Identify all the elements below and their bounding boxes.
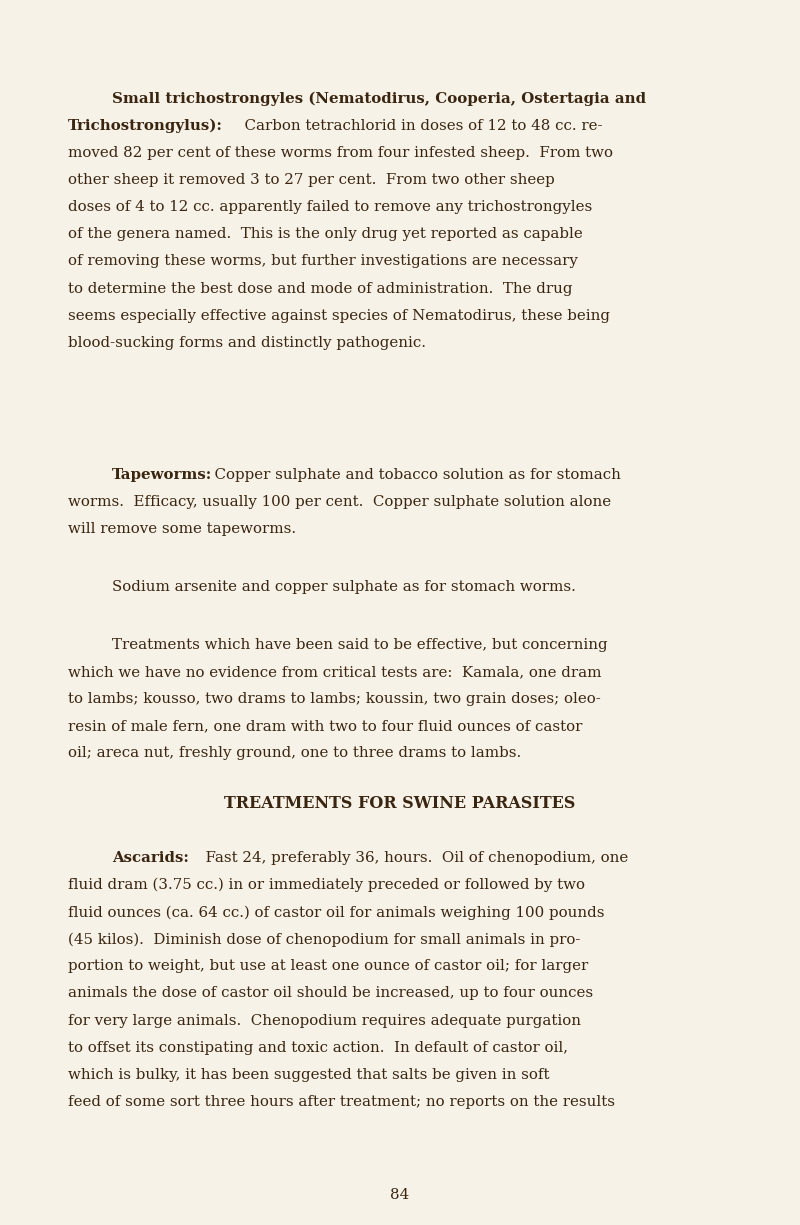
- Text: for very large animals.  Chenopodium requires adequate purgation: for very large animals. Chenopodium requ…: [68, 1013, 581, 1028]
- Text: moved 82 per cent of these worms from four infested sheep.  From two: moved 82 per cent of these worms from fo…: [68, 146, 613, 160]
- Text: Copper sulphate and tobacco solution as for stomach: Copper sulphate and tobacco solution as …: [205, 468, 621, 481]
- Text: Fast 24, preferably 36, hours.  Oil of chenopodium, one: Fast 24, preferably 36, hours. Oil of ch…: [196, 851, 628, 865]
- Text: Ascarids:: Ascarids:: [112, 851, 189, 865]
- Text: Tapeworms:: Tapeworms:: [112, 468, 212, 481]
- Text: to lambs; kousso, two drams to lambs; koussin, two grain doses; oleo-: to lambs; kousso, two drams to lambs; ko…: [68, 692, 601, 706]
- Text: Trichostrongylus):: Trichostrongylus):: [68, 119, 223, 134]
- Text: blood-sucking forms and distinctly pathogenic.: blood-sucking forms and distinctly patho…: [68, 336, 426, 350]
- Text: 84: 84: [390, 1188, 410, 1202]
- Text: of the genera named.  This is the only drug yet reported as capable: of the genera named. This is the only dr…: [68, 228, 582, 241]
- Text: doses of 4 to 12 cc. apparently failed to remove any trichostrongyles: doses of 4 to 12 cc. apparently failed t…: [68, 201, 592, 214]
- Text: fluid ounces (ca. 64 cc.) of castor oil for animals weighing 100 pounds: fluid ounces (ca. 64 cc.) of castor oil …: [68, 905, 605, 920]
- Text: resin of male fern, one dram with two to four fluid ounces of castor: resin of male fern, one dram with two to…: [68, 719, 582, 734]
- Text: (45 kilos).  Diminish dose of chenopodium for small animals in pro-: (45 kilos). Diminish dose of chenopodium…: [68, 932, 580, 947]
- Text: Carbon tetrachlorid in doses of 12 to 48 cc. re-: Carbon tetrachlorid in doses of 12 to 48…: [235, 119, 603, 134]
- Text: oil; areca nut, freshly ground, one to three drams to lambs.: oil; areca nut, freshly ground, one to t…: [68, 746, 522, 761]
- Text: worms.  Efficacy, usually 100 per cent.  Copper sulphate solution alone: worms. Efficacy, usually 100 per cent. C…: [68, 495, 611, 510]
- Text: which we have no evidence from critical tests are:  Kamala, one dram: which we have no evidence from critical …: [68, 665, 602, 679]
- Text: which is bulky, it has been suggested that salts be given in soft: which is bulky, it has been suggested th…: [68, 1068, 550, 1082]
- Text: portion to weight, but use at least one ounce of castor oil; for larger: portion to weight, but use at least one …: [68, 959, 588, 974]
- Text: seems especially effective against species of Nematodirus, these being: seems especially effective against speci…: [68, 309, 610, 322]
- Text: TREATMENTS FOR SWINE PARASITES: TREATMENTS FOR SWINE PARASITES: [224, 795, 576, 812]
- Text: feed of some sort three hours after treatment; no reports on the results: feed of some sort three hours after trea…: [68, 1095, 615, 1109]
- Text: will remove some tapeworms.: will remove some tapeworms.: [68, 522, 296, 537]
- Text: to offset its constipating and toxic action.  In default of castor oil,: to offset its constipating and toxic act…: [68, 1040, 568, 1055]
- Text: of removing these worms, but further investigations are necessary: of removing these worms, but further inv…: [68, 255, 578, 268]
- Text: Sodium arsenite and copper sulphate as for stomach worms.: Sodium arsenite and copper sulphate as f…: [112, 579, 576, 594]
- Text: animals the dose of castor oil should be increased, up to four ounces: animals the dose of castor oil should be…: [68, 986, 593, 1001]
- Text: other sheep it removed 3 to 27 per cent.  From two other sheep: other sheep it removed 3 to 27 per cent.…: [68, 173, 554, 187]
- Text: fluid dram (3.75 cc.) in or immediately preceded or followed by two: fluid dram (3.75 cc.) in or immediately …: [68, 878, 585, 893]
- Text: Treatments which have been said to be effective, but concerning: Treatments which have been said to be ef…: [112, 638, 608, 652]
- Text: to determine the best dose and mode of administration.  The drug: to determine the best dose and mode of a…: [68, 282, 573, 295]
- Text: Small trichostrongyles (Nematodirus, Cooperia, Ostertagia and: Small trichostrongyles (Nematodirus, Coo…: [112, 92, 646, 107]
